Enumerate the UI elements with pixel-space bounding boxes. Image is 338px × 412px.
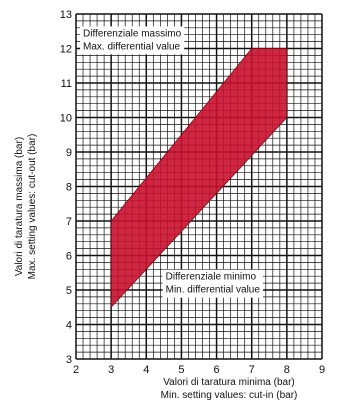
min-differential-line-2: Min. differential value bbox=[166, 285, 261, 296]
max-differential-line-2: Max. differential value bbox=[83, 41, 181, 52]
max-differential-annotation: Differenziale massimo Max. differential v… bbox=[80, 26, 185, 55]
x-tick-label: 9 bbox=[319, 364, 325, 376]
y-tick-label: 5 bbox=[66, 285, 72, 297]
region-layer bbox=[110, 48, 288, 309]
y-axis-title-line-2: Max. setting values: cut-out (bar) bbox=[27, 134, 38, 280]
y-tick-label: 11 bbox=[61, 78, 72, 90]
differential-region bbox=[110, 48, 288, 309]
x-tick-label: 5 bbox=[178, 364, 184, 376]
min-differential-annotation: Differenziale minimo Min. differential va… bbox=[162, 269, 263, 298]
max-differential-box bbox=[80, 26, 185, 55]
x-axis-title-line-2: Min. setting values: cut-in (bar) bbox=[161, 390, 298, 401]
annotation-layer: Differenziale massimo Max. differential v… bbox=[80, 26, 263, 298]
max-differential-line-1: Differenziale massimo bbox=[83, 28, 182, 39]
min-differential-box bbox=[162, 269, 263, 298]
y-tick-label: 3 bbox=[66, 354, 72, 366]
y-tick-label: 6 bbox=[66, 251, 72, 263]
y-tick-label: 8 bbox=[66, 182, 72, 194]
y-tick-label: 7 bbox=[66, 216, 72, 228]
x-tick-label: 4 bbox=[143, 364, 149, 376]
y-tick-label: 10 bbox=[60, 113, 72, 125]
y-axis-title-line-1: Valori di taratura massima (bar) bbox=[14, 137, 25, 276]
x-tick-label: 2 bbox=[73, 364, 79, 376]
min-differential-line-1: Differenziale minimo bbox=[166, 272, 257, 283]
x-tick-label: 3 bbox=[108, 364, 114, 376]
y-tick-label: 12 bbox=[60, 44, 72, 56]
x-tick-label: 7 bbox=[249, 364, 255, 376]
y-tick-label: 9 bbox=[66, 147, 72, 159]
y-tick-label: 13 bbox=[60, 9, 72, 21]
x-tick-label: 6 bbox=[214, 364, 220, 376]
x-axis-title-line-1: Valori di taratura minima (bar) bbox=[163, 377, 295, 388]
x-tick-label: 8 bbox=[284, 364, 290, 376]
y-tick-label: 4 bbox=[66, 320, 72, 332]
axis-title-layer: Valori di taratura minima (bar) Min. sett… bbox=[14, 134, 297, 401]
